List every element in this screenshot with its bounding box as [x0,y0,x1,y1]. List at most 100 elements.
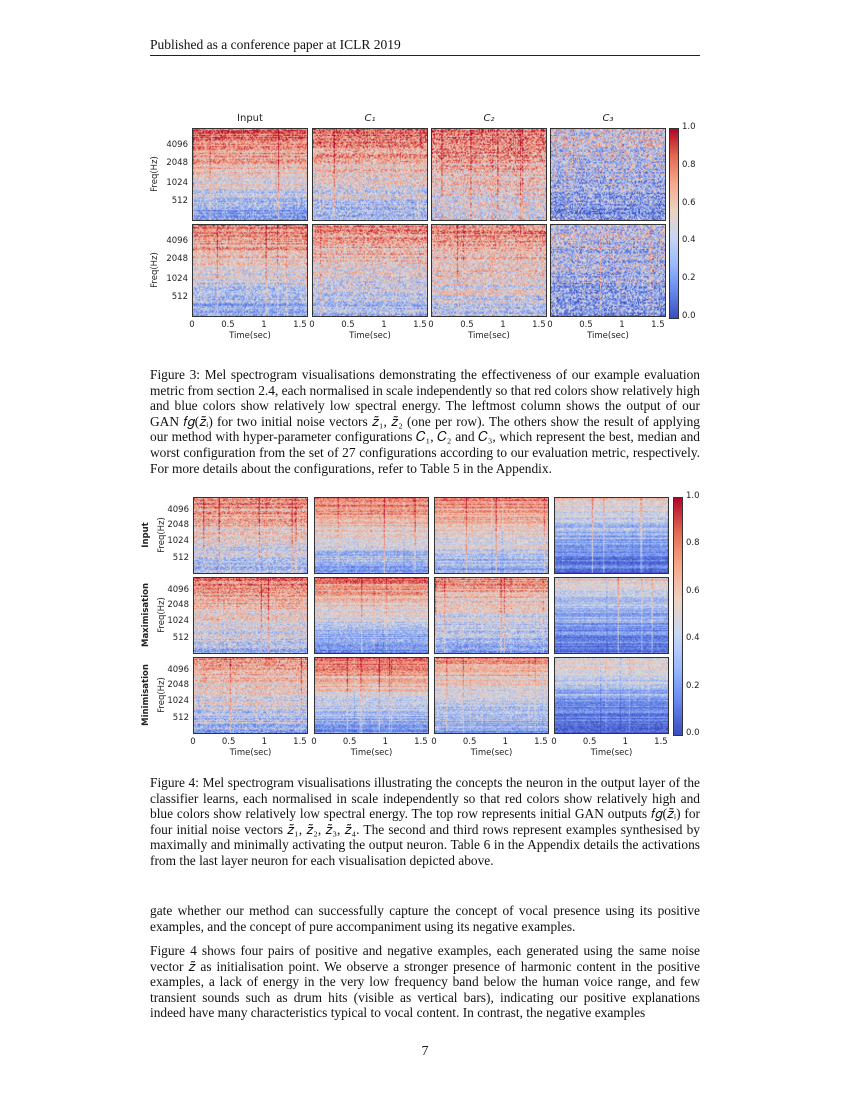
y-tick-label: 4096 [167,664,189,675]
column-title: C₁ [364,113,376,124]
x-tick-label: 1.5 [534,737,548,747]
figure-4: 4096 2048 1024 512 Freq(Hz) Input 4096 2048 1024… [141,491,700,758]
row-label: Input [141,521,151,548]
x-tick-label: 1.5 [414,737,428,747]
x-tick-label: 0 [431,737,437,747]
column-title: Input [237,113,263,124]
column-title: C₂ [483,113,495,124]
colorbar-tick-label: 0.6 [686,585,700,596]
running-header: Published as a conference paper at ICLR … [150,37,401,52]
body-paragraph-1: gate whether our method can successfully… [150,903,700,934]
figure4-spectrogram-panel [554,657,669,734]
x-tick-label: 1.5 [654,737,668,747]
x-tick-label: 0.5 [579,320,593,330]
figure3-spectrogram-panel [312,224,428,317]
column-title: C₃ [602,113,614,124]
colorbar-tick-label: 0.4 [686,633,700,644]
y-tick-label: 2048 [167,680,189,691]
figure3-spectrogram-panel [192,128,308,221]
colorbar-tick-label: 0.0 [686,728,700,738]
y-tick-label: 512 [172,552,189,563]
y-axis-label: Freq(Hz) [157,596,167,633]
x-tick-label: 1 [382,737,388,747]
colorbar [673,497,683,736]
colorbar-tick-label: 1.0 [682,122,696,132]
x-tick-label: 1 [261,320,267,330]
figure3-spectrogram-panel [312,128,428,221]
figure4-spectrogram-panel [314,577,429,654]
y-axis-label: Freq(Hz) [157,516,167,553]
figure4-spectrogram-panel [193,497,308,574]
y-tick-label: 4096 [167,504,189,515]
figure3-spectrogram-panel [192,224,308,317]
x-tick-label: 0 [551,737,557,747]
x-tick-label: 0.5 [341,320,355,330]
figure4-spectrogram-panel [314,497,429,574]
colorbar-tick-label: 0.6 [682,197,696,208]
y-tick-label: 1024 [167,616,189,627]
colorbar-tick-label: 0.2 [686,680,700,691]
x-tick-label: 0 [428,320,434,330]
y-tick-label: 2048 [166,158,188,169]
colorbar-tick-label: 0.2 [682,273,696,284]
x-tick-label: 1.5 [413,320,427,330]
colorbar-tick-label: 0.0 [682,311,696,321]
figure4-spectrogram-panel [554,577,669,654]
colorbar [669,128,679,319]
figure3-spectrogram-panel [550,128,666,221]
y-tick-label: 2048 [167,600,189,611]
y-axis-label: Freq(Hz) [157,676,167,713]
header-rule [150,55,700,56]
colorbar-tick-label: 1.0 [686,491,700,501]
x-tick-label: 1.5 [532,320,546,330]
figure-4-caption: Figure 4: Mel spectrogram visualisations… [150,775,700,868]
x-tick-label: 0 [309,320,315,330]
figure4-spectrogram-panel [434,577,549,654]
y-tick-label: 1024 [166,273,188,284]
body-paragraph-2: Figure 4 shows four pairs of positive an… [150,943,700,1021]
x-axis-label: Time(sec) [470,748,513,758]
x-tick-label: 1 [500,320,506,330]
x-axis-label: Time(sec) [229,748,272,758]
x-tick-label: 1 [261,737,267,747]
x-axis-label: Time(sec) [587,331,629,341]
x-tick-label: 0 [189,320,195,330]
figure-3: 4096 2048 1024 512 Freq(Hz) 4096 2048 1024 512 Fr… [0,0,850,350]
x-tick-label: 0.5 [582,737,597,747]
figure-3-caption: Figure 3: Mel spectrogram visualisations… [150,367,700,476]
x-axis-label: Time(sec) [229,331,271,341]
x-tick-label: 1.5 [293,320,307,330]
colorbar-tick-label: 0.4 [682,235,696,246]
y-tick-label: 4096 [166,139,188,150]
colorbar-tick-label: 0.8 [686,538,700,549]
y-tick-label: 512 [172,712,189,723]
x-axis-label: Time(sec) [590,748,633,758]
figure4-spectrogram-panel [193,657,308,734]
y-tick-label: 512 [171,196,188,207]
y-tick-label: 1024 [167,536,189,547]
y-tick-label: 1024 [167,696,189,707]
y-tick-label: 4096 [166,235,188,246]
x-tick-label: 0 [547,320,553,330]
x-tick-label: 1 [502,737,508,747]
x-tick-label: 0 [190,737,196,747]
x-tick-label: 0.5 [462,737,477,747]
row-label: Maximisation [141,582,151,647]
y-tick-label: 2048 [167,520,189,531]
x-tick-label: 0 [311,737,317,747]
y-tick-label: 1024 [166,177,188,188]
y-tick-label: 512 [171,292,188,303]
x-axis-label: Time(sec) [349,331,391,341]
x-axis-label: Time(sec) [350,748,393,758]
x-tick-label: 0.5 [221,320,235,330]
x-tick-label: 1 [381,320,387,330]
x-tick-label: 1 [619,320,625,330]
figure4-spectrogram-panel [434,657,549,734]
page-number: 7 [421,1043,429,1058]
x-tick-label: 1.5 [651,320,665,330]
figure4-spectrogram-panel [193,577,308,654]
x-tick-label: 1 [622,737,628,747]
x-axis-label: Time(sec) [468,331,510,341]
figure3-spectrogram-panel [431,128,547,221]
y-tick-label: 4096 [167,584,189,595]
